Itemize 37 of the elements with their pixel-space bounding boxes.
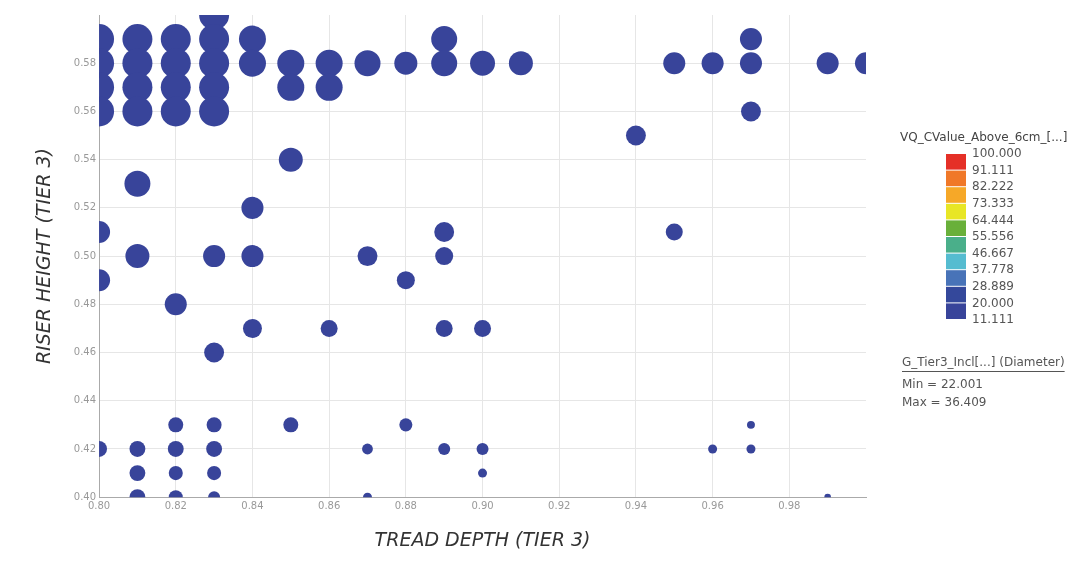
text: G_Tier3_Incl[...] (Diameter) <box>902 355 1065 370</box>
color-bar-label: 20.000 <box>972 295 1014 310</box>
color-bar-label: 11.111 <box>972 312 1014 327</box>
color-bar-label: 100.000 <box>972 146 1022 161</box>
color-bar-label: 55.556 <box>972 229 1014 244</box>
color-bar-label: 73.333 <box>972 195 1014 210</box>
color-bar-label: 91.111 <box>972 162 1014 177</box>
color-bar-label: 28.889 <box>972 278 1014 293</box>
y-tick-label: 0.44 <box>73 394 97 406</box>
y-tick-label: 0.58 <box>73 56 97 68</box>
color-bar-label: 64.444 <box>972 212 1014 227</box>
x-axis-title: TREAD DEPTH (TIER 3) <box>374 527 591 550</box>
y-tick-label: 0.42 <box>73 442 97 454</box>
y-tick-label: 0.52 <box>73 201 97 213</box>
color-bar-title: VQ_CValue_Above_6cm_[...] <box>900 130 1068 145</box>
x-tick-label: 0.86 <box>318 499 341 511</box>
text: Min = 22.001 <box>902 377 983 392</box>
color-bar-label: 82.222 <box>972 179 1014 194</box>
y-tick-label: 0.50 <box>73 249 97 261</box>
text: Max = 36.409 <box>902 395 987 410</box>
x-tick-label: 0.90 <box>471 499 494 511</box>
x-tick-label: 0.98 <box>778 499 801 511</box>
y-tick-label: 0.40 <box>73 490 97 502</box>
x-tick-label: 0.94 <box>624 499 648 511</box>
x-tick-label: 0.88 <box>394 499 417 511</box>
y-tick-label: 0.48 <box>73 297 97 309</box>
x-tick-label: 0.84 <box>241 499 264 511</box>
color-bar-label: 37.778 <box>972 262 1014 277</box>
y-tick-label: 0.54 <box>73 153 97 165</box>
y-tick-label: 0.46 <box>73 346 97 358</box>
y-axis-title: RISER HEIGHT (TIER 3) <box>32 148 55 365</box>
x-tick-label: 0.96 <box>701 499 724 511</box>
x-tick-label: 0.80 <box>87 499 111 511</box>
x-tick-label: 0.82 <box>164 499 187 511</box>
y-tick-label: 0.56 <box>73 105 97 117</box>
x-tick-label: 0.92 <box>548 499 571 511</box>
color-bar-label: 46.667 <box>972 245 1014 260</box>
